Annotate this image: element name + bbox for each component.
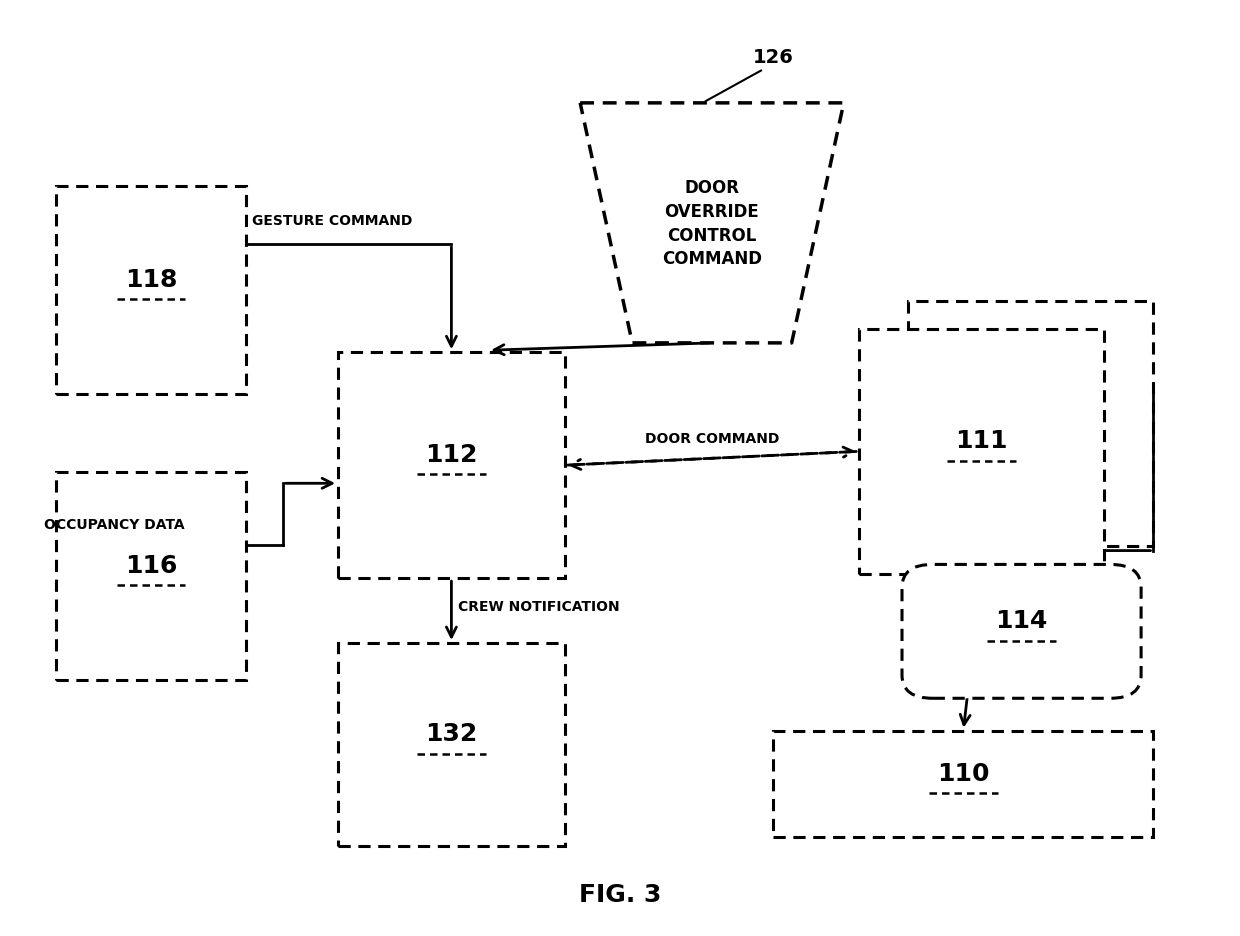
Text: 114: 114: [996, 608, 1048, 633]
Bar: [339, 353, 565, 578]
Bar: [339, 643, 565, 846]
Bar: [859, 329, 1105, 574]
Text: OCCUPANCY DATA: OCCUPANCY DATA: [43, 518, 185, 532]
Bar: [56, 187, 246, 394]
Text: DOOR COMMAND: DOOR COMMAND: [645, 431, 779, 446]
FancyBboxPatch shape: [901, 564, 1141, 698]
Bar: [908, 302, 1153, 547]
Text: CREW NOTIFICATION: CREW NOTIFICATION: [458, 599, 619, 613]
Text: 112: 112: [425, 443, 477, 467]
Bar: [859, 329, 1105, 574]
Text: 132: 132: [425, 722, 477, 746]
Text: 111: 111: [956, 429, 1008, 453]
Text: 116: 116: [125, 553, 177, 578]
Bar: [774, 731, 1153, 837]
Text: 110: 110: [937, 761, 990, 784]
Text: 126: 126: [753, 48, 794, 66]
Polygon shape: [580, 104, 843, 344]
Text: GESTURE COMMAND: GESTURE COMMAND: [252, 214, 413, 228]
Bar: [56, 473, 246, 680]
Text: 118: 118: [125, 268, 177, 291]
Text: FIG. 3: FIG. 3: [579, 882, 661, 906]
Text: DOOR
OVERRIDE
CONTROL
COMMAND: DOOR OVERRIDE CONTROL COMMAND: [662, 180, 761, 268]
